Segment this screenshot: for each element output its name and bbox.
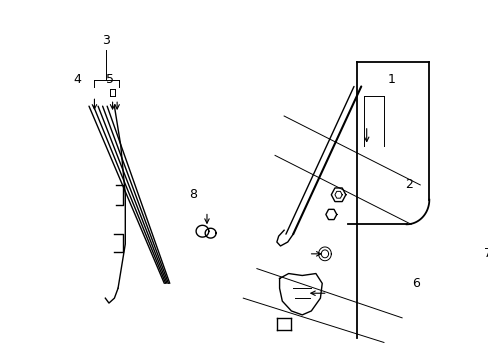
Text: 7: 7 bbox=[483, 247, 488, 260]
Text: 4: 4 bbox=[73, 73, 81, 86]
Text: 2: 2 bbox=[405, 179, 412, 192]
Text: 5: 5 bbox=[106, 73, 114, 86]
Text: 1: 1 bbox=[386, 73, 394, 86]
Text: 3: 3 bbox=[102, 34, 110, 47]
Text: 8: 8 bbox=[189, 188, 197, 201]
Text: 6: 6 bbox=[411, 277, 419, 290]
